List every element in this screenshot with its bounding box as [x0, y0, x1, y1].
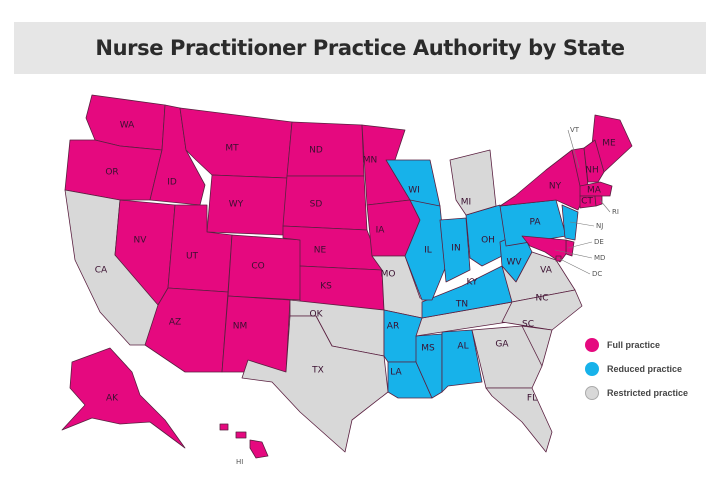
state-ga [471, 325, 543, 389]
state-label-oh: OH [481, 236, 495, 246]
state-label-mt: MT [225, 144, 239, 154]
state-label-sd: SD [310, 200, 323, 210]
state-ak [61, 347, 186, 449]
legend-item-reduced: Reduced practice [585, 357, 688, 381]
state-hi [219, 423, 269, 459]
state-label-nv: NV [134, 236, 148, 246]
state-label-sc: SC [522, 320, 534, 330]
reduced-practice-swatch [585, 362, 599, 376]
state-label-ar: AR [387, 322, 399, 332]
state-label-tx: TX [311, 366, 324, 376]
state-label-ms: MS [421, 344, 435, 354]
state-label-mo: MO [381, 270, 396, 280]
map-title: Nurse Practitioner Practice Authority by… [95, 36, 625, 60]
state-label-il: IL [424, 246, 432, 256]
state-label-tn: TN [455, 300, 468, 310]
state-tx [241, 315, 389, 453]
state-label-wi: WI [408, 186, 420, 196]
state-nc [501, 289, 583, 331]
state-label-nh: NH [585, 166, 599, 176]
leader-line [599, 199, 611, 213]
state-label-or: OR [105, 168, 118, 178]
state-md [521, 235, 567, 263]
state-nm [221, 295, 291, 373]
state-label-vt: VT [570, 126, 580, 134]
state-label-ny: NY [549, 182, 562, 192]
state-me [591, 114, 633, 173]
state-fl [485, 387, 553, 453]
state-label-me: ME [602, 139, 616, 149]
state-label-ks: KS [320, 282, 332, 292]
state-label-ca: CA [95, 266, 108, 276]
state-label-fl: FL [527, 394, 537, 404]
state-il [404, 199, 447, 301]
state-label-ky: KY [466, 278, 478, 288]
state-label-ok: OK [310, 310, 324, 320]
state-label-mi: MI [461, 198, 471, 208]
state-nh [583, 139, 605, 183]
state-label-de: DE [594, 238, 604, 246]
state-ms [415, 333, 443, 399]
state-label-ia: IA [376, 226, 386, 236]
state-label-mn: MN [363, 156, 378, 166]
state-label-pa: PA [529, 218, 541, 228]
state-label-ct: CT [581, 197, 593, 207]
state-label-nd: ND [309, 146, 323, 156]
leader-line [554, 249, 593, 259]
state-label-co: CO [251, 262, 264, 272]
state-label-ga: GA [495, 340, 509, 350]
state-label-wv: WV [506, 258, 522, 268]
state-label-id: ID [167, 178, 177, 188]
state-label-ut: UT [186, 252, 199, 262]
state-label-ne: NE [314, 246, 327, 256]
state-label-hi: HI [236, 458, 243, 466]
legend-item-restricted: Restricted practice [585, 381, 688, 405]
state-label-ri: RI [612, 208, 619, 216]
state-label-la: LA [390, 368, 402, 378]
legend-label: Full practice [607, 340, 661, 350]
leader-line [569, 221, 595, 227]
state-wy [206, 174, 288, 236]
state-label-ma: MA [587, 186, 602, 196]
state-label-in: IN [451, 244, 460, 254]
leader-line [567, 241, 593, 249]
state-nd [286, 121, 365, 177]
full-practice-swatch [585, 338, 599, 352]
legend-item-full: Full practice [585, 333, 688, 357]
state-label-nm: NM [233, 322, 248, 332]
state-label-az: AZ [169, 318, 181, 328]
legend: Full practice Reduced practice Restricte… [585, 333, 688, 405]
leader-line [567, 129, 580, 169]
state-az [144, 287, 229, 373]
state-label-wa: WA [120, 121, 135, 131]
state-label-nc: NC [535, 294, 548, 304]
state-al [441, 329, 483, 393]
state-mi [449, 149, 497, 216]
state-nj [561, 204, 579, 241]
state-label-wy: WY [229, 200, 244, 210]
state-label-dc: DC [592, 270, 602, 278]
state-ma [579, 181, 613, 197]
leader-line [557, 257, 591, 275]
state-label-ak: AK [106, 394, 119, 404]
state-co [227, 234, 303, 301]
restricted-practice-swatch [585, 386, 599, 400]
legend-label: Reduced practice [607, 364, 683, 374]
title-bar: Nurse Practitioner Practice Authority by… [14, 22, 706, 74]
state-label-nj: NJ [596, 222, 603, 230]
legend-label: Restricted practice [607, 388, 689, 398]
state-ri [594, 195, 603, 207]
state-sd [282, 175, 368, 231]
state-la [387, 361, 433, 399]
state-label-va: VA [540, 266, 553, 276]
state-in [439, 217, 471, 283]
state-label-md: MD [594, 254, 605, 262]
state-label-al: AL [457, 342, 468, 352]
